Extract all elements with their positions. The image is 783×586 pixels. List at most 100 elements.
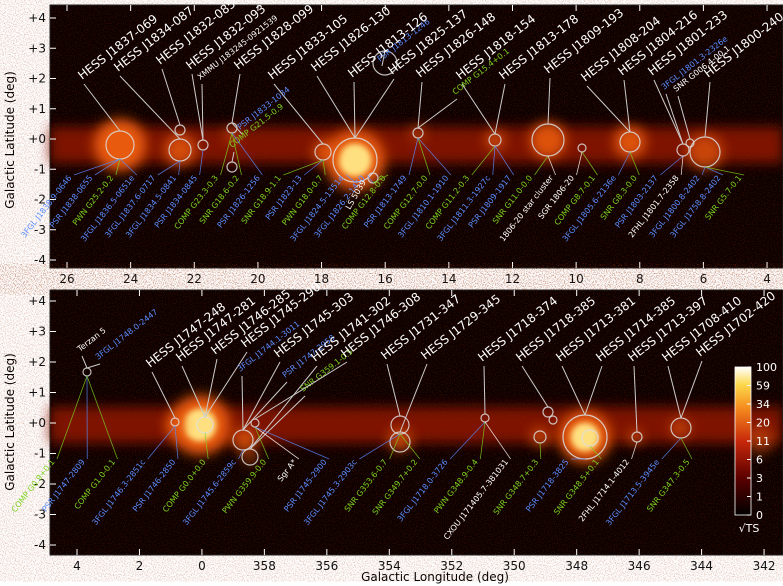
leader-line bbox=[178, 160, 181, 176]
leader-line bbox=[623, 79, 631, 133]
leader-line bbox=[389, 433, 401, 460]
leader-line bbox=[273, 83, 324, 145]
leader-line bbox=[408, 137, 419, 176]
leader-line bbox=[417, 137, 452, 176]
x-tick-label: 16 bbox=[378, 272, 393, 286]
emission-core bbox=[570, 422, 600, 452]
x-tick-label: 14 bbox=[441, 272, 456, 286]
y-tick-label: -1 bbox=[34, 162, 46, 176]
leader-line bbox=[547, 155, 556, 176]
leader-line bbox=[231, 73, 241, 124]
x-tick-label: 346 bbox=[628, 559, 651, 573]
emission bbox=[627, 429, 643, 445]
leader-line bbox=[381, 50, 386, 67]
leader-line bbox=[494, 145, 515, 176]
emission bbox=[687, 134, 723, 170]
x-tick-label: 2 bbox=[136, 559, 144, 573]
x-tick-label: 344 bbox=[690, 559, 713, 573]
plot-frame bbox=[49, 4, 783, 269]
leader-line bbox=[359, 433, 401, 460]
y-tick-label: +1 bbox=[28, 386, 46, 400]
x-tick-label: 6 bbox=[700, 272, 708, 286]
leader-line bbox=[238, 449, 244, 460]
y-tick-label: -1 bbox=[34, 447, 46, 461]
leader-line bbox=[653, 79, 684, 145]
colorbar-tick-label: 59 bbox=[756, 380, 770, 393]
x-tick-label: 342 bbox=[753, 559, 776, 573]
leader-line bbox=[241, 375, 244, 431]
colorbar-tick-label: 3 bbox=[756, 472, 763, 485]
leader-line bbox=[86, 375, 118, 460]
leader-line bbox=[119, 158, 138, 176]
leader-line bbox=[204, 358, 218, 418]
y-axis-label: Galactic Latitude (deg) bbox=[3, 353, 17, 491]
leader-line bbox=[249, 365, 318, 450]
x-tick-label: 358 bbox=[253, 559, 276, 573]
leader-line bbox=[151, 371, 176, 419]
x-tick-label: 352 bbox=[440, 559, 463, 573]
leader-line bbox=[191, 73, 204, 141]
leader-line bbox=[633, 365, 638, 433]
x-tick-label: 18 bbox=[314, 272, 329, 286]
colorbar-tick-label: 11 bbox=[756, 435, 770, 448]
colorbar-tick-label: 20 bbox=[756, 417, 770, 430]
leader-line bbox=[220, 132, 233, 176]
y-tick-label: -4 bbox=[34, 538, 46, 552]
leader-line bbox=[581, 151, 598, 176]
emission bbox=[670, 418, 690, 438]
leader-line bbox=[521, 365, 549, 408]
leader-line bbox=[81, 355, 88, 369]
leader-line bbox=[56, 375, 88, 460]
emission bbox=[614, 126, 646, 158]
x-tick-label: 350 bbox=[503, 559, 526, 573]
x-tick-label: 356 bbox=[315, 559, 338, 573]
leader-line bbox=[254, 426, 300, 460]
leader-line bbox=[399, 433, 421, 460]
x-tick-label: 10 bbox=[568, 272, 583, 286]
emission bbox=[485, 130, 505, 150]
leader-line bbox=[231, 132, 263, 176]
x-tick-label: 354 bbox=[378, 559, 401, 573]
x-tick-label: 26 bbox=[59, 272, 74, 286]
leader-line bbox=[181, 365, 206, 418]
x-tick-label: 20 bbox=[250, 272, 265, 286]
leader-line bbox=[417, 137, 431, 176]
source-marker bbox=[548, 415, 558, 425]
leader-line bbox=[629, 151, 640, 176]
leader-line bbox=[174, 425, 179, 460]
leader-line bbox=[667, 365, 682, 419]
leader-line bbox=[492, 145, 496, 176]
leader-line bbox=[677, 95, 691, 140]
leader-line bbox=[665, 93, 684, 145]
leader-line bbox=[539, 442, 542, 460]
leader-line bbox=[161, 68, 181, 126]
leader-line bbox=[547, 77, 551, 125]
colorbar-tick-label: 34 bbox=[756, 398, 770, 411]
leader-line bbox=[199, 149, 204, 176]
emission bbox=[530, 427, 550, 447]
colorbar-tick-label: 100 bbox=[756, 361, 777, 374]
emission bbox=[242, 449, 258, 465]
emission bbox=[410, 125, 426, 141]
leader-line bbox=[584, 365, 603, 416]
emission bbox=[165, 415, 185, 435]
emission bbox=[94, 119, 146, 171]
leader-line bbox=[449, 421, 486, 460]
leader-line bbox=[353, 81, 356, 139]
leader-line bbox=[242, 361, 281, 431]
leader-line bbox=[701, 166, 706, 176]
leader-line bbox=[283, 159, 324, 176]
leader-line bbox=[254, 426, 330, 460]
leader-line bbox=[86, 363, 101, 369]
y-tick-label: -3 bbox=[34, 223, 46, 237]
emission-core bbox=[183, 408, 217, 442]
leader-line bbox=[254, 361, 348, 420]
leader-line bbox=[354, 78, 395, 139]
leader-line bbox=[249, 395, 306, 450]
leader-line bbox=[659, 155, 684, 176]
leader-line bbox=[661, 437, 682, 460]
y-tick-label: +4 bbox=[28, 294, 46, 308]
leader-line bbox=[576, 151, 583, 176]
leader-line bbox=[115, 158, 121, 176]
